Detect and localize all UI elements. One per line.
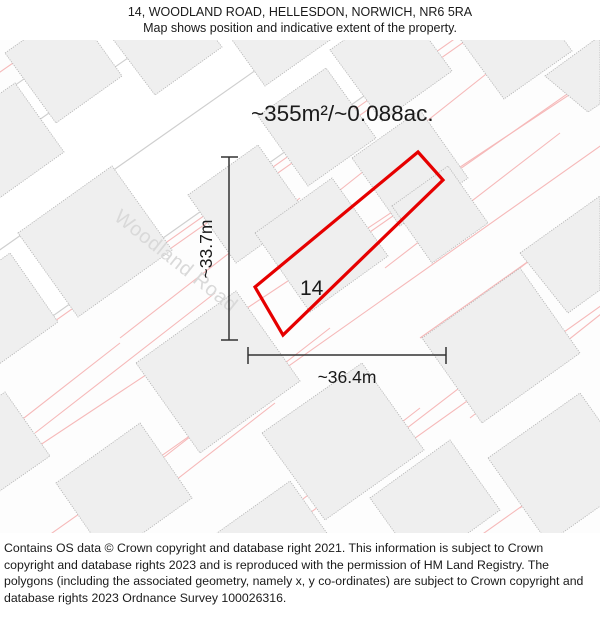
map-header: 14, WOODLAND ROAD, HELLESDON, NORWICH, N… [0, 0, 600, 40]
horizontal-dimension-label: ~36.4m [318, 367, 377, 387]
page-subtitle: Map shows position and indicative extent… [143, 21, 457, 35]
building-footprints [0, 38, 600, 533]
vertical-dimension: ~33.7m [196, 156, 238, 341]
property-boundary-polygon[interactable] [252, 149, 446, 338]
plot-number-label: 14 [300, 277, 324, 300]
horizontal-dimension: ~36.4m [247, 347, 447, 387]
map-canvas[interactable]: Woodland Road ~355m²/~0.088ac. 14 ~33.7m [0, 38, 600, 533]
vertical-dimension-label: ~33.7m [196, 220, 216, 279]
copyright-footer: Contains OS data © Crown copyright and d… [0, 536, 600, 625]
page-title: 14, WOODLAND ROAD, HELLESDON, NORWICH, N… [127, 5, 473, 19]
area-label: ~355m²/~0.088ac. [251, 101, 434, 126]
copyright-text: Contains OS data © Crown copyright and d… [4, 541, 584, 605]
map-svg: Woodland Road ~355m²/~0.088ac. 14 ~33.7m [0, 38, 600, 533]
